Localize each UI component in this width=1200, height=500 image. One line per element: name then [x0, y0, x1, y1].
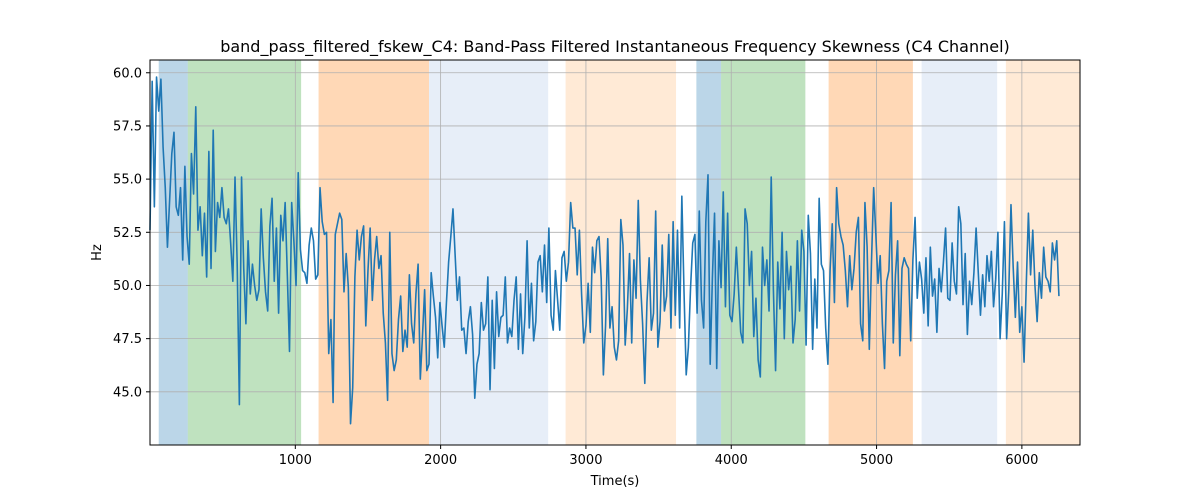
chart-title: band_pass_filtered_fskew_C4: Band-Pass F… — [220, 37, 1010, 57]
band-3 — [429, 60, 549, 445]
x-tick-label: 4000 — [715, 453, 748, 468]
x-axis: 1000 2000 3000 4000 5000 6000 — [279, 445, 1038, 468]
y-tick-label: 60.0 — [113, 66, 142, 81]
band-1 — [187, 60, 302, 445]
band-8 — [921, 60, 998, 445]
x-axis-label: Time(s) — [590, 474, 640, 489]
x-tick-label: 2000 — [424, 453, 457, 468]
y-tick-label: 57.5 — [113, 119, 142, 134]
band-2 — [318, 60, 429, 445]
y-axis-label: Hz — [90, 244, 105, 261]
x-tick-label: 1000 — [279, 453, 312, 468]
y-tick-label: 45.0 — [113, 385, 142, 400]
x-tick-label: 6000 — [1005, 453, 1038, 468]
series-line-0 — [149, 76, 1060, 425]
grid-lines — [150, 60, 1080, 445]
y-tick-label: 52.5 — [113, 226, 142, 241]
y-tick-label: 55.0 — [113, 173, 142, 188]
data-series — [149, 76, 1060, 425]
x-tick-label: 5000 — [860, 453, 893, 468]
x-tick-label: 3000 — [569, 453, 602, 468]
plot-frame — [149, 59, 1081, 446]
y-tick-label: 50.0 — [113, 279, 142, 294]
band-7 — [828, 60, 913, 445]
y-axis: 45.0 47.5 50.0 52.5 55.0 57.5 60.0 — [113, 66, 150, 400]
y-tick-label: 47.5 — [113, 332, 142, 347]
